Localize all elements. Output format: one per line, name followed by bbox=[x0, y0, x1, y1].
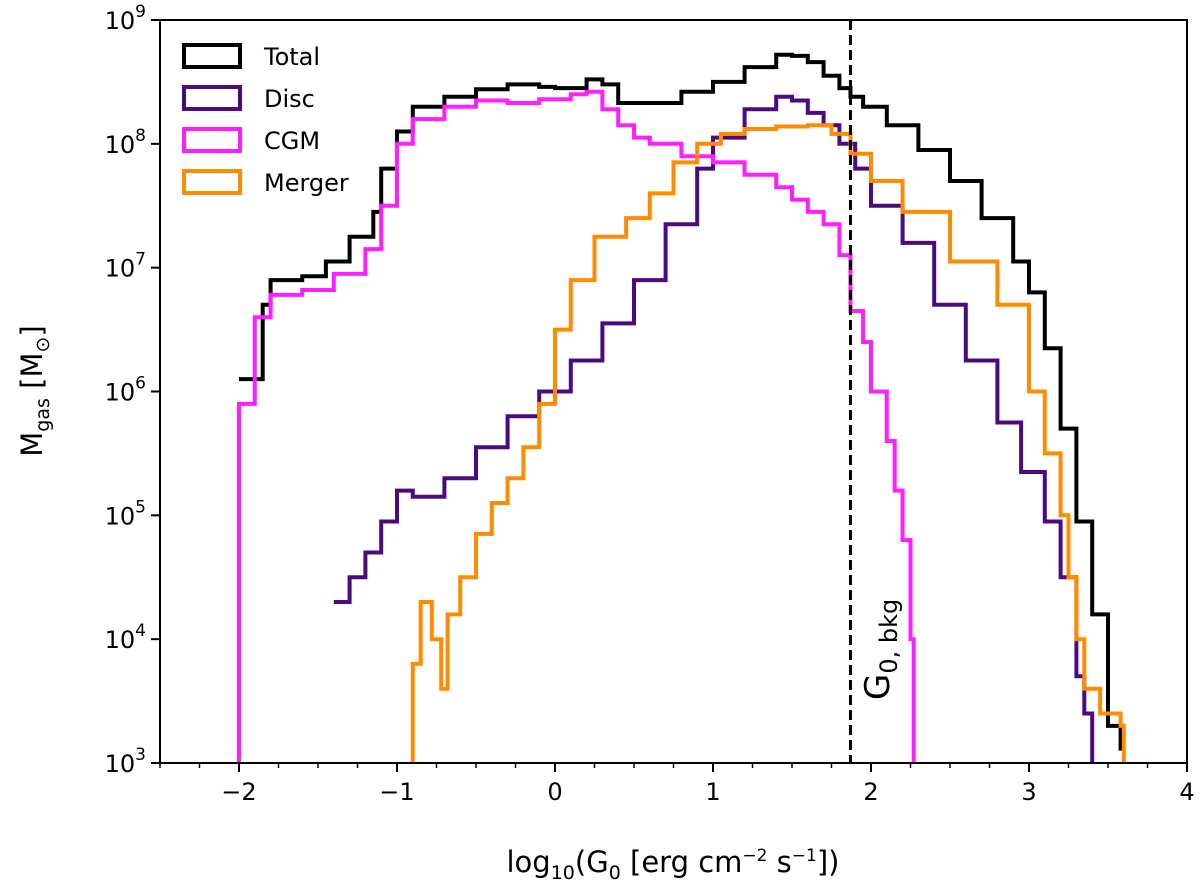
y-tick-label: 107 bbox=[105, 250, 146, 283]
series-total-line bbox=[239, 52, 1123, 751]
legend-label-total: Total bbox=[263, 43, 320, 71]
y-tick-label: 105 bbox=[105, 497, 146, 530]
x-tick-label: 1 bbox=[705, 778, 720, 806]
tick-layer: −2 −1 0 1 2 3 4 103 104 105 106 107 108 109 bbox=[105, 2, 1195, 806]
x-tick-label: 4 bbox=[1179, 778, 1194, 806]
y-tick-label: 106 bbox=[105, 374, 146, 407]
x-axis-label: log10(G0 [erg cm−2 s−1]) bbox=[507, 845, 840, 884]
legend-swatch-disc bbox=[182, 85, 242, 111]
y-tick-label: 108 bbox=[105, 126, 146, 159]
y-tick-label: 109 bbox=[105, 2, 146, 35]
legend-swatch-merger bbox=[182, 169, 242, 195]
legend-label-disc: Disc bbox=[264, 85, 315, 113]
legend-swatch-total bbox=[182, 43, 242, 69]
reference-line-label: G0, bkg bbox=[858, 599, 903, 700]
x-tick-label: 0 bbox=[547, 778, 562, 806]
y-axis-label: Mgas [M⊙] bbox=[15, 325, 54, 456]
x-tick-label: −2 bbox=[221, 778, 256, 806]
series-disc-line bbox=[333, 94, 1095, 763]
x-tick-label: 2 bbox=[863, 778, 878, 806]
series-merger-line bbox=[410, 123, 1126, 763]
series-layer bbox=[237, 52, 1126, 763]
legend-label-merger: Merger bbox=[264, 169, 349, 197]
y-tick-label: 103 bbox=[105, 745, 146, 778]
x-tick-label: 3 bbox=[1021, 778, 1036, 806]
legend-swatch-cgm bbox=[182, 127, 242, 153]
series-cgm-line bbox=[237, 89, 916, 763]
legend-label-cgm: CGM bbox=[264, 127, 320, 155]
y-tick-label: 104 bbox=[105, 621, 146, 654]
x-tick-label: −1 bbox=[379, 778, 414, 806]
legend: Total Disc CGM Merger bbox=[182, 43, 349, 197]
